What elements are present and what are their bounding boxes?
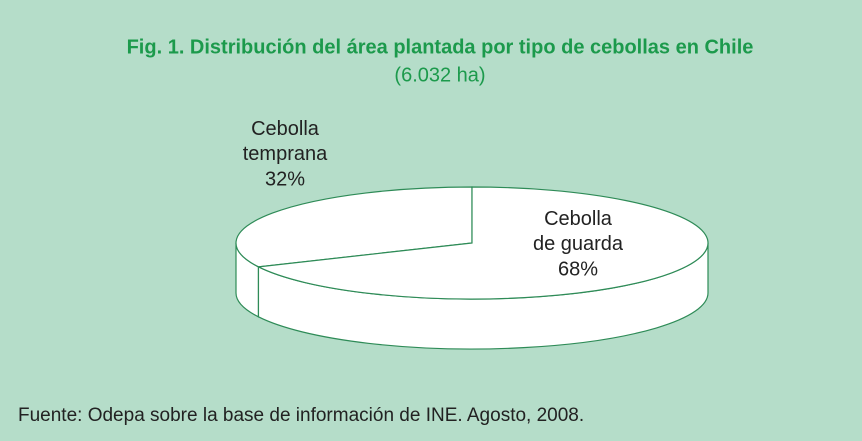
chart-title: Fig. 1. Distribución del área plantada p… bbox=[127, 36, 754, 58]
source-note: Fuente: Odepa sobre la base de informaci… bbox=[18, 405, 584, 426]
slice-value-label: 68% bbox=[558, 258, 598, 280]
slice-label: Cebolla de guarda bbox=[533, 208, 624, 255]
slice-label: Cebolla temprana bbox=[243, 118, 328, 165]
pie-slice bbox=[256, 186, 709, 300]
chart-subtitle: (6.032 ha) bbox=[394, 64, 485, 86]
pie-slice bbox=[235, 186, 473, 268]
slice-value-label: 32% bbox=[265, 168, 305, 190]
